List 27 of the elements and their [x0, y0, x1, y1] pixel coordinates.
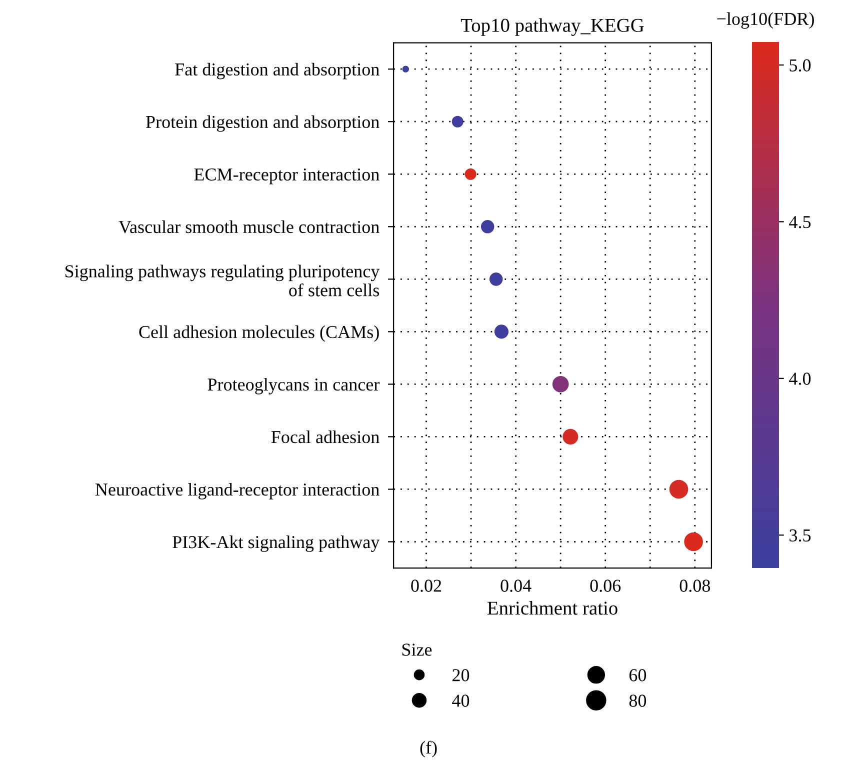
legend-label: 60	[629, 669, 646, 682]
x-tick-label: 0.06	[590, 580, 621, 592]
legend-label: 20	[452, 669, 470, 682]
color-bar-label: 4.0	[789, 372, 811, 385]
x-tick-label: 0.04	[500, 580, 532, 592]
color-bar-label: 4.5	[789, 216, 811, 228]
y-tick-label: Protein digestion and absorption	[146, 115, 380, 132]
y-tick-label: Neuroactive ligand-receptor interaction	[95, 482, 380, 500]
text: (f)	[420, 740, 437, 758]
y-tick-label: Signaling pathways regulating pluripotency of stem cells	[65, 264, 380, 296]
y-tick-label: Vascular smooth muscle contraction	[118, 220, 380, 234]
chart-title: Top10 pathway_KEGG	[460, 18, 644, 36]
legend-label: 80	[629, 694, 646, 707]
x-tick-label: 0.08	[680, 580, 710, 592]
legend-label: 40	[452, 694, 470, 707]
x-tick-label: 0.02	[411, 580, 442, 592]
y-tick-label: Cell adhesion molecules (CAMs)	[139, 325, 379, 342]
color-bar-label: 5.0	[790, 59, 811, 72]
y-tick-label: Proteoglycans in cancer	[208, 378, 380, 394]
legend-title: Size	[402, 644, 432, 656]
y-tick-label: PI3K-Akt signaling pathway	[172, 535, 380, 552]
y-tick-label: Fat digestion and absorption	[175, 62, 380, 80]
color-bar-title: −log10(FDR)	[717, 12, 814, 29]
x-axis-title: Enrichment ratio	[487, 601, 618, 615]
color-bar-label: 3.5	[790, 529, 811, 542]
y-tick-label: Focal adhesion	[271, 430, 380, 444]
y-tick-label: ECM-receptor interaction	[194, 168, 380, 184]
